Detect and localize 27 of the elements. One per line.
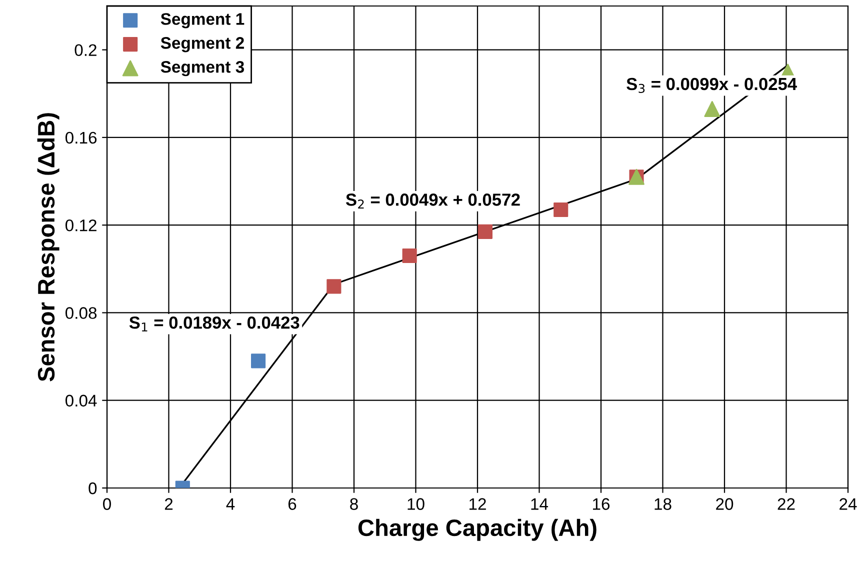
- x-tick-label: 8: [350, 498, 358, 510]
- annotation: S$_{3}$ = 0.0099x - 0.0254: [626, 78, 797, 94]
- annotation: S$_{2}$ = 0.0049x + 0.0572: [346, 194, 520, 209]
- x-tick-label: 6: [288, 498, 296, 510]
- x-tick-label: 18: [654, 498, 672, 510]
- y-tick-label: 0.16: [65, 132, 97, 144]
- y-tick-label: 0: [88, 482, 97, 494]
- x-axis-title: Charge Capacity (Ah): [358, 518, 596, 541]
- y-tick-label: 0.2: [74, 44, 96, 56]
- annotation: S$_{1}$ = 0.0189x - 0.0423: [129, 316, 300, 332]
- x-tick-label: 0: [103, 498, 111, 510]
- x-tick-label: 20: [716, 498, 734, 510]
- x-tick-label: 24: [840, 498, 857, 510]
- x-tick-label: 10: [408, 498, 424, 510]
- x-tick-label: 4: [226, 498, 235, 510]
- legend-label: Segment 1: [160, 13, 244, 28]
- x-tick-label: 22: [778, 498, 795, 510]
- legend-label: Segment 2: [160, 37, 244, 52]
- x-tick-label: 14: [531, 498, 548, 510]
- y-tick-label: 0.08: [65, 307, 97, 319]
- y-axis-title: Sensor Response (ΔdB): [37, 113, 60, 382]
- y-tick-label: 0.12: [65, 219, 96, 232]
- x-tick-label: 2: [164, 498, 173, 510]
- x-tick-label: 12: [470, 498, 486, 510]
- x-tick-label: 16: [593, 498, 610, 510]
- y-tick-label: 0.04: [65, 394, 97, 407]
- legend-label: Segment 3: [160, 60, 244, 76]
